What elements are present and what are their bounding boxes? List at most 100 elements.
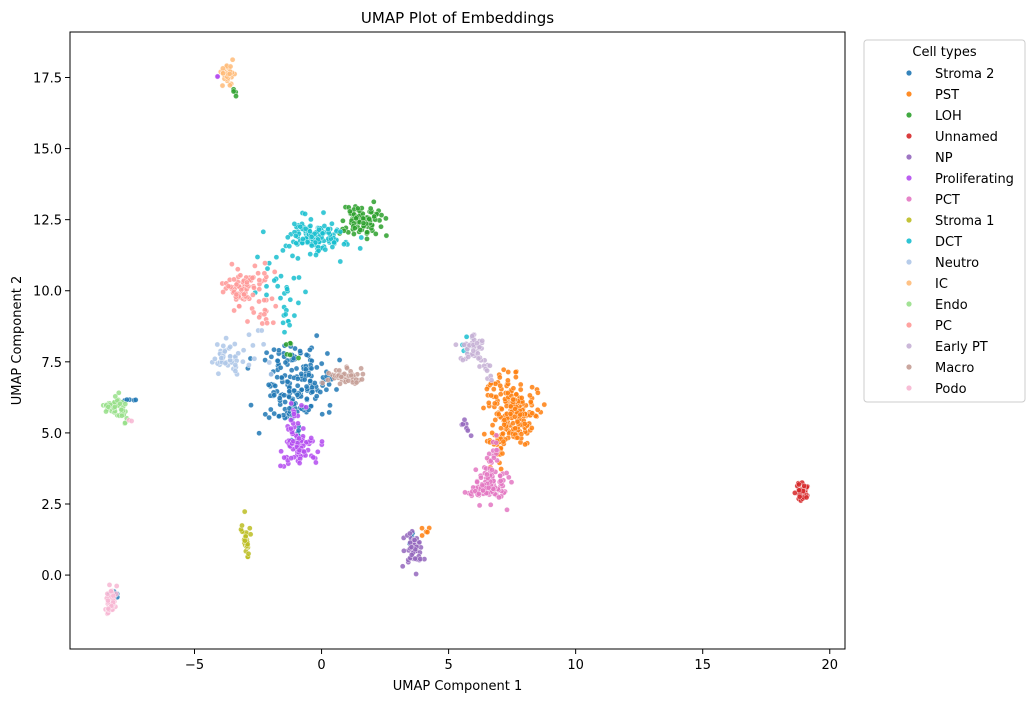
series-stroma-2 (106, 332, 417, 600)
data-point (256, 430, 262, 437)
data-point (360, 371, 366, 377)
y-tick-label: 10.0 (33, 285, 62, 300)
data-point (295, 355, 302, 361)
data-point (341, 241, 347, 247)
data-point (256, 286, 263, 293)
y-tick-label: 2.5 (41, 498, 62, 513)
data-point (521, 420, 528, 427)
data-point (309, 388, 316, 395)
data-point (480, 405, 487, 411)
data-point (288, 367, 295, 374)
data-point (262, 357, 268, 363)
data-point (796, 493, 803, 500)
data-point (296, 460, 303, 466)
data-point (351, 225, 358, 231)
data-point (528, 398, 534, 405)
data-point (304, 239, 311, 245)
data-point (233, 281, 240, 288)
legend-marker (906, 175, 912, 181)
data-point (424, 529, 431, 535)
data-point (219, 82, 226, 89)
legend-item: Stroma 2 (906, 67, 994, 82)
data-point (231, 341, 238, 347)
data-point (301, 448, 307, 455)
legend-label: Endo (935, 298, 968, 313)
data-point (307, 346, 313, 353)
data-point (522, 441, 528, 448)
data-point (272, 383, 279, 389)
data-point (504, 390, 511, 396)
data-point (495, 411, 502, 418)
data-point (247, 531, 254, 538)
legend-item: LOH (906, 109, 962, 124)
data-point (401, 548, 407, 554)
legend-label: Neutro (935, 256, 979, 271)
data-point (290, 438, 297, 445)
y-tick-label: 12.5 (33, 214, 62, 229)
series-dct (252, 209, 476, 354)
data-point (419, 532, 425, 539)
data-point (280, 247, 286, 254)
data-point (518, 395, 525, 401)
data-point (500, 438, 507, 445)
data-point (212, 356, 218, 362)
data-point (214, 341, 221, 348)
data-point (254, 254, 261, 260)
data-point (319, 438, 325, 445)
data-point (313, 332, 320, 339)
data-point (291, 221, 298, 227)
legend-label: Stroma 2 (935, 67, 994, 82)
data-point (231, 276, 237, 283)
data-point (117, 400, 123, 407)
data-point (311, 380, 318, 386)
data-point (248, 402, 254, 408)
data-point (256, 298, 262, 305)
data-point (412, 555, 419, 562)
data-point (302, 366, 309, 373)
data-point (274, 357, 281, 364)
legend-item: PCT (906, 193, 960, 208)
data-point (469, 333, 476, 339)
data-point (518, 431, 525, 437)
data-point (331, 239, 338, 246)
data-point (801, 483, 808, 489)
data-point (227, 353, 233, 360)
data-point (291, 312, 298, 319)
data-point (308, 216, 314, 223)
data-point (399, 563, 406, 570)
data-point (351, 231, 357, 237)
data-point (233, 291, 240, 298)
legend-item: Endo (906, 298, 968, 313)
data-point (364, 236, 370, 242)
data-point (517, 381, 524, 388)
data-point (271, 410, 278, 417)
data-point (307, 223, 314, 229)
data-point (366, 216, 373, 222)
legend-marker (906, 301, 912, 307)
data-point (278, 273, 284, 279)
legend-label: Macro (935, 361, 974, 376)
data-point (313, 393, 320, 400)
data-point (303, 404, 309, 411)
data-point (336, 367, 343, 374)
data-point (529, 384, 535, 391)
data-point (529, 410, 536, 417)
data-point (274, 283, 281, 290)
data-point (246, 331, 252, 338)
legend-item: Stroma 1 (906, 214, 994, 229)
data-point (245, 550, 252, 557)
legend-label: NP (935, 151, 953, 166)
legend-item: IC (906, 277, 948, 292)
data-point (260, 228, 267, 235)
data-point (333, 386, 340, 393)
legend-marker (906, 280, 912, 286)
data-point (284, 378, 291, 385)
data-point (313, 364, 320, 371)
data-point (489, 422, 496, 428)
data-point (308, 365, 315, 372)
data-point (287, 352, 293, 358)
data-point (310, 454, 317, 461)
data-point (251, 355, 258, 362)
data-point (250, 292, 256, 298)
data-point (327, 402, 333, 409)
